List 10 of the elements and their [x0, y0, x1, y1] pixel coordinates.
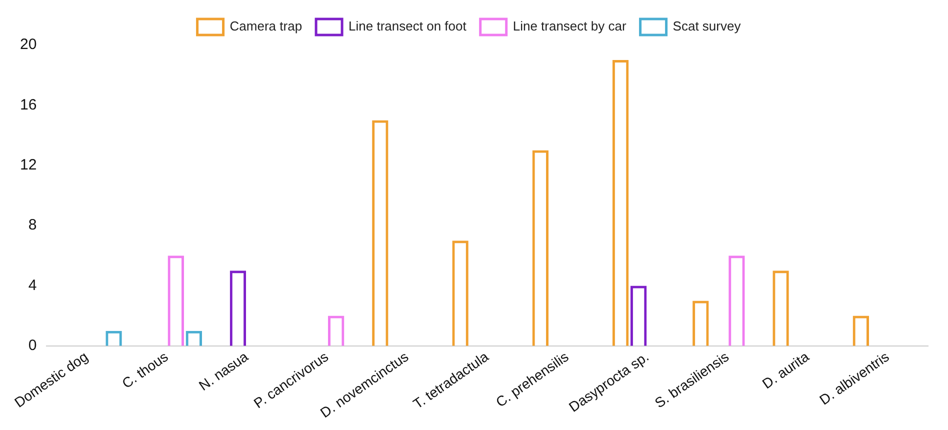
y-tick-label: 16 [20, 96, 37, 114]
legend-label: Scat survey [672, 18, 742, 34]
legend-label: Camera trap [230, 18, 302, 34]
legend-label: Line transect by car [512, 18, 627, 34]
y-tick-label: 8 [28, 216, 37, 234]
y-tick-label: 4 [28, 276, 37, 294]
legend-label: Line transect on foot [348, 18, 467, 34]
y-tick-label: 0 [28, 337, 37, 354]
y-tick-label: 20 [20, 36, 37, 54]
y-tick-label: 12 [20, 156, 37, 174]
